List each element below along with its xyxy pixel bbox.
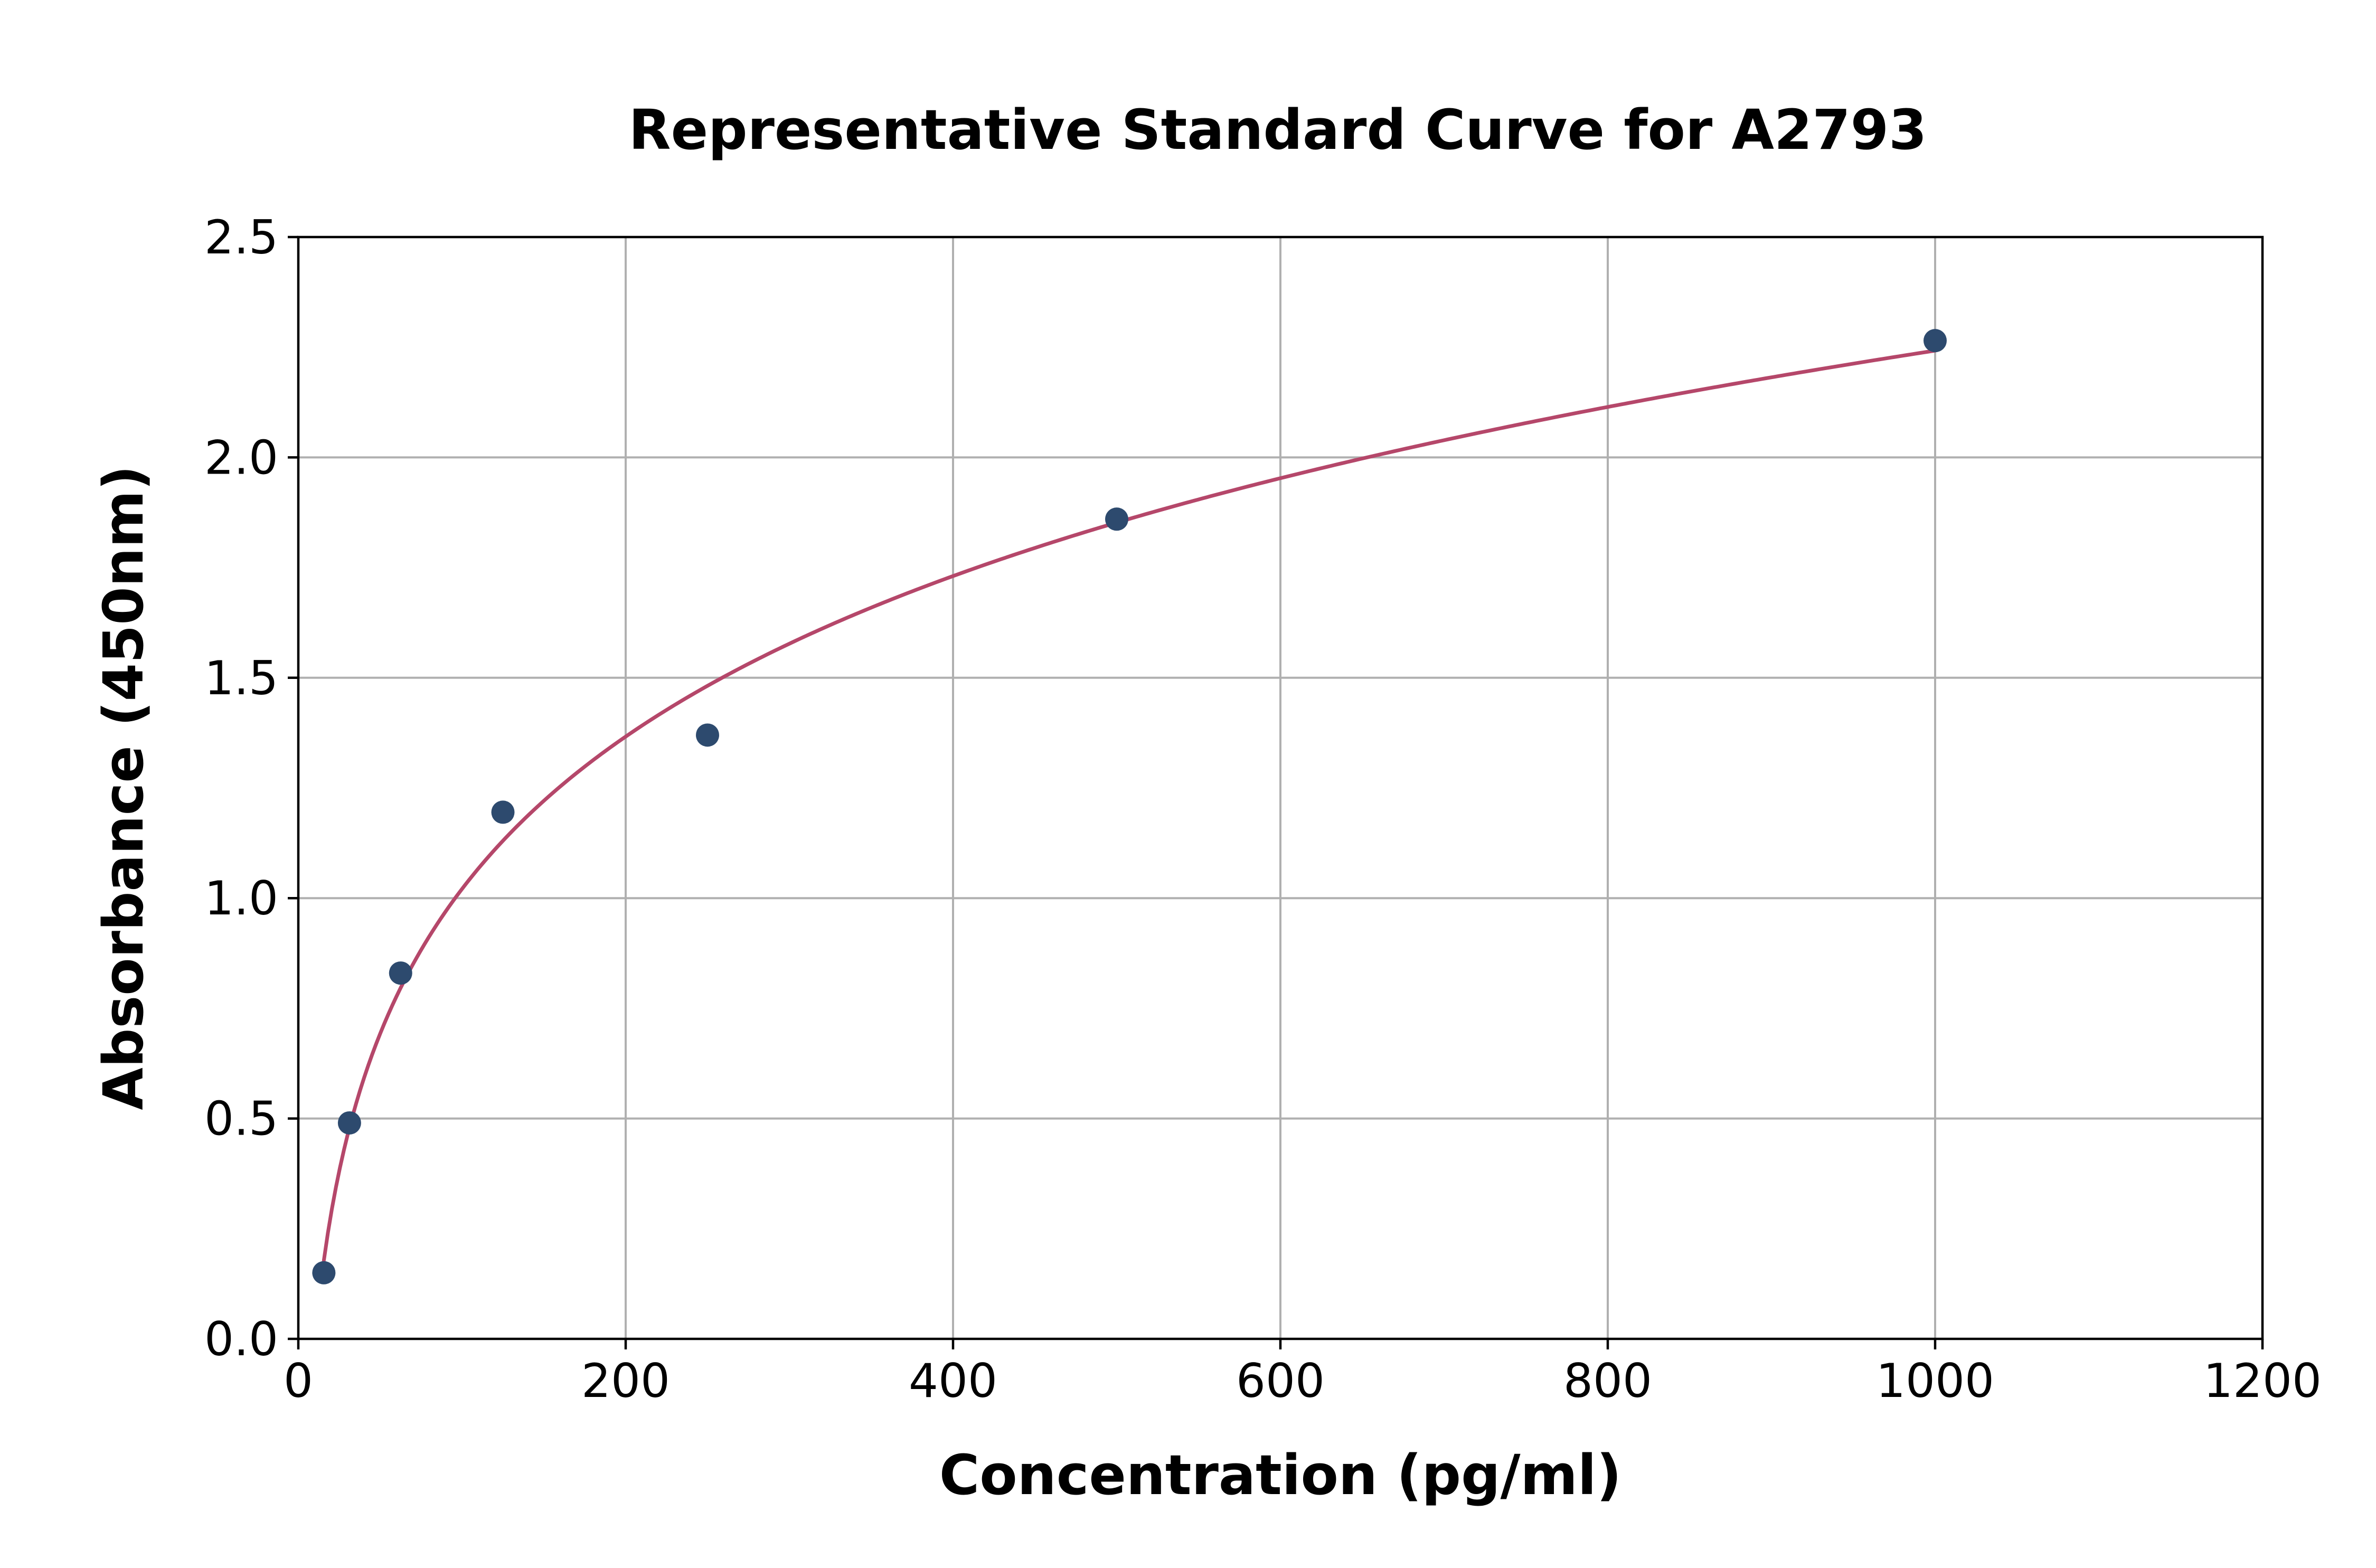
y-tick-label: 2.0 — [204, 430, 278, 485]
y-tick-label: 1.5 — [204, 651, 278, 705]
data-point — [337, 1111, 361, 1135]
data-point — [1924, 329, 1947, 353]
data-point — [1105, 507, 1128, 531]
y-tick-label: 0.0 — [204, 1312, 278, 1366]
data-points — [312, 329, 1947, 1284]
fit-curve — [322, 348, 1937, 1262]
x-axis-label: Concentration (pg/ml) — [939, 1443, 1621, 1507]
y-tick-label: 2.5 — [204, 210, 278, 265]
y-tick-label: 1.0 — [204, 871, 278, 925]
y-axis-label: Absorbance (450nm) — [91, 465, 156, 1110]
x-axis-ticks: 0 200 400 600 800 1000 1200 — [284, 1339, 2322, 1408]
x-tick-label: 600 — [1236, 1354, 1325, 1408]
y-tick-label: 0.5 — [204, 1092, 278, 1146]
x-tick-label: 1000 — [1876, 1354, 1994, 1408]
x-tick-label: 800 — [1563, 1354, 1652, 1408]
x-tick-label: 0 — [284, 1354, 313, 1408]
grid-lines — [298, 237, 2262, 1339]
x-tick-label: 1200 — [2203, 1354, 2322, 1408]
x-tick-label: 400 — [909, 1354, 997, 1408]
fit-curve-layer — [322, 348, 1937, 1262]
x-tick-label: 200 — [581, 1354, 670, 1408]
data-point — [696, 723, 719, 747]
data-point — [491, 800, 515, 824]
data-point — [389, 961, 412, 985]
chart-title: Representative Standard Curve for A2793 — [629, 98, 1927, 162]
y-axis-ticks: 0.0 0.5 1.0 1.5 2.0 2.5 — [204, 210, 298, 1366]
data-point — [312, 1261, 336, 1284]
